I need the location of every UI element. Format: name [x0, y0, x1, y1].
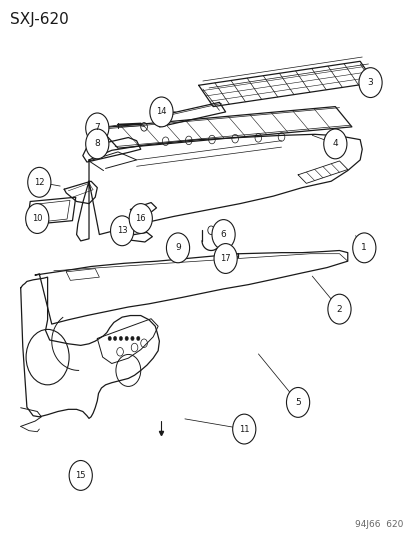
Text: SXJ-620: SXJ-620 — [10, 12, 69, 27]
Circle shape — [69, 461, 92, 490]
Circle shape — [113, 336, 116, 341]
Text: 94J66  620: 94J66 620 — [354, 520, 403, 529]
Text: 17: 17 — [220, 254, 230, 263]
Text: 4: 4 — [332, 140, 337, 148]
Text: 16: 16 — [135, 214, 146, 223]
Circle shape — [129, 204, 152, 233]
Circle shape — [286, 387, 309, 417]
Circle shape — [136, 336, 140, 341]
Text: 13: 13 — [116, 227, 127, 235]
Text: 5: 5 — [294, 398, 300, 407]
Circle shape — [323, 129, 346, 159]
Text: 15: 15 — [75, 471, 86, 480]
Text: 10: 10 — [32, 214, 43, 223]
Text: 3: 3 — [367, 78, 373, 87]
Circle shape — [327, 294, 350, 324]
Text: 9: 9 — [175, 244, 180, 252]
Circle shape — [358, 68, 381, 98]
Circle shape — [110, 216, 133, 246]
Text: 7: 7 — [94, 124, 100, 132]
Text: 12: 12 — [34, 178, 45, 187]
Circle shape — [211, 220, 235, 249]
Circle shape — [352, 233, 375, 263]
Circle shape — [150, 97, 173, 127]
Circle shape — [85, 129, 109, 159]
Text: 8: 8 — [94, 140, 100, 148]
Circle shape — [214, 244, 237, 273]
Circle shape — [166, 233, 189, 263]
Circle shape — [232, 414, 255, 444]
Text: 14: 14 — [156, 108, 166, 116]
Circle shape — [131, 336, 134, 341]
Circle shape — [28, 167, 51, 197]
Circle shape — [119, 336, 122, 341]
Text: 2: 2 — [336, 305, 342, 313]
Text: 11: 11 — [238, 425, 249, 433]
Text: 6: 6 — [220, 230, 226, 239]
Circle shape — [108, 336, 111, 341]
Circle shape — [85, 113, 109, 143]
Circle shape — [125, 336, 128, 341]
Text: 1: 1 — [361, 244, 366, 252]
Circle shape — [26, 204, 49, 233]
